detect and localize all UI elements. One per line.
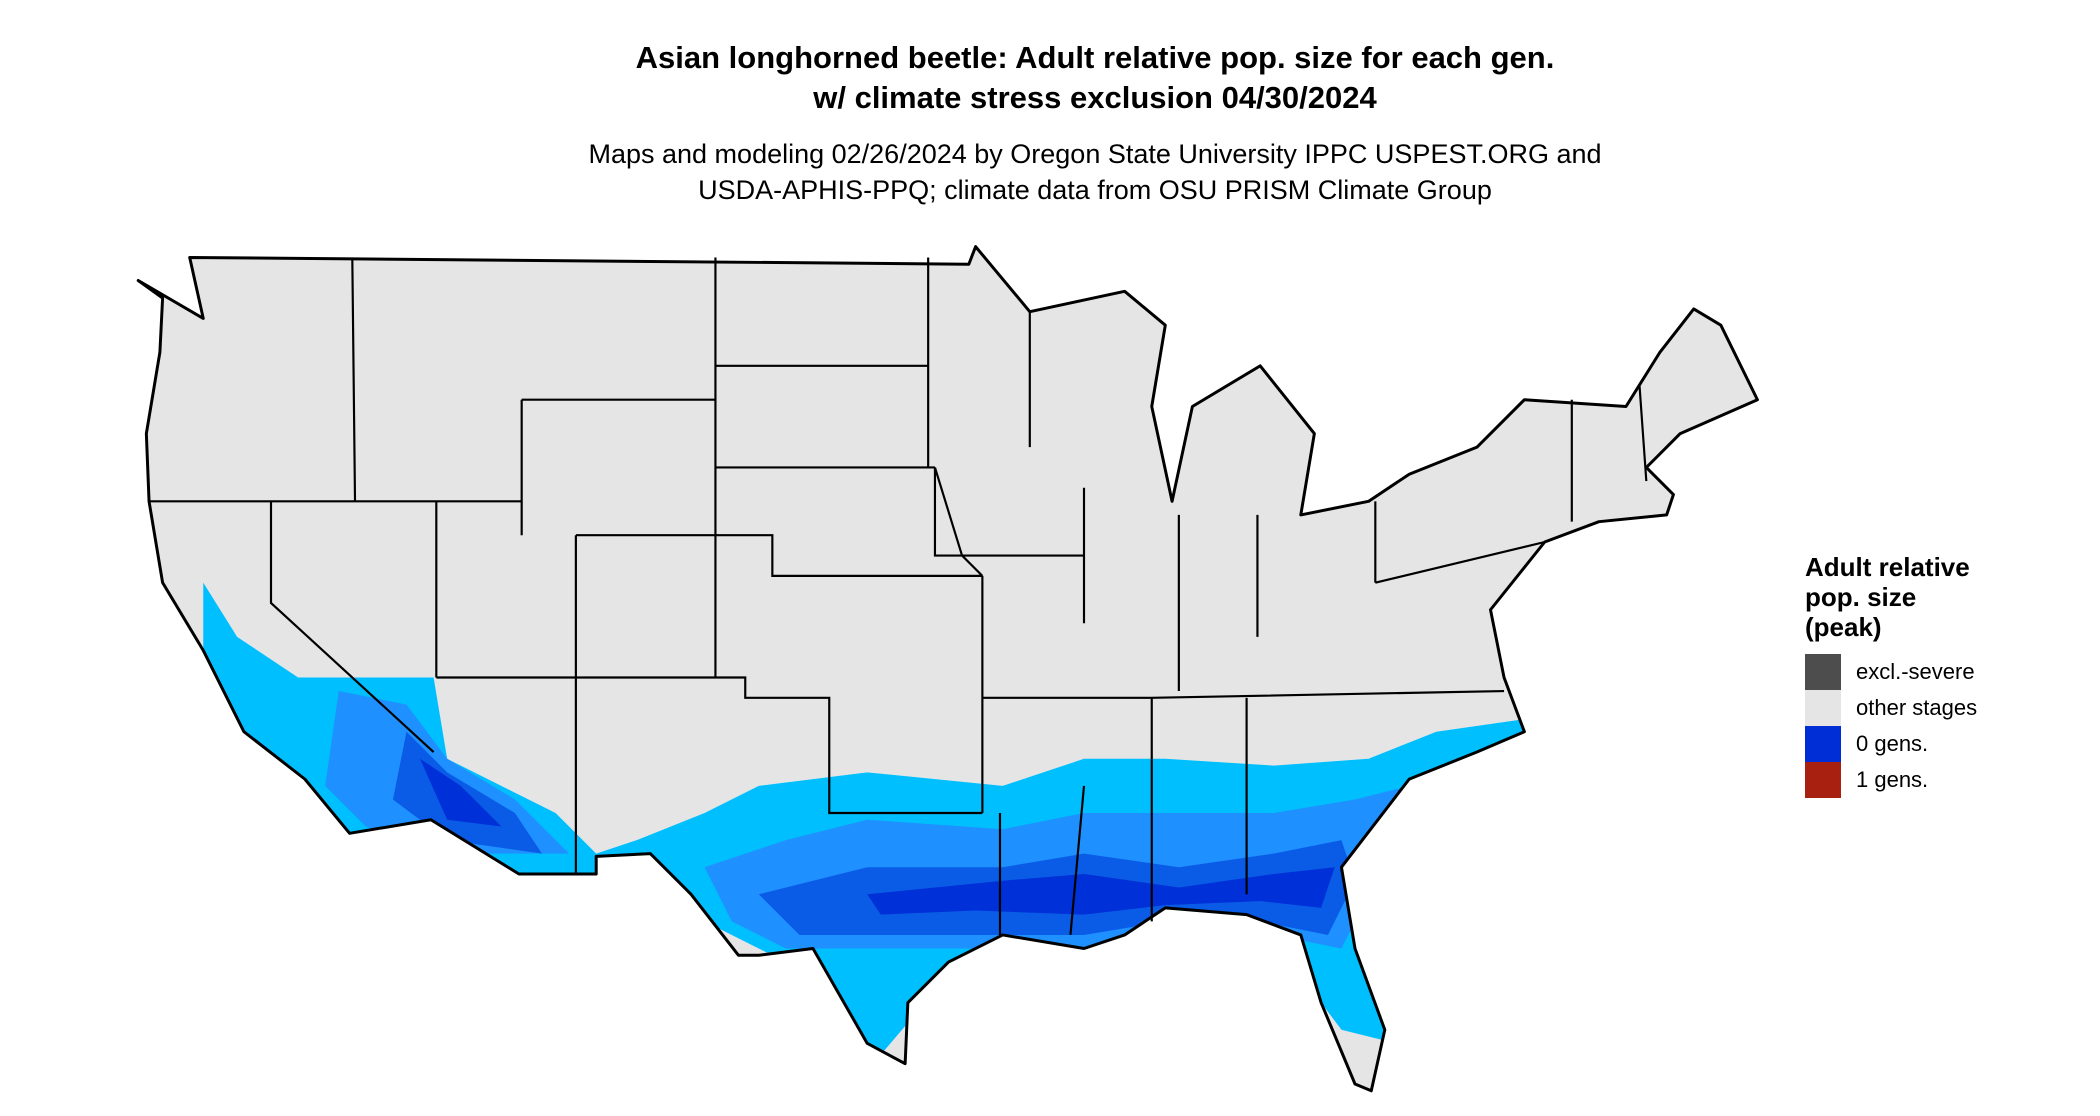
us-land xyxy=(138,246,1758,1091)
chart-title: Asian longhorned beetle: Adult relative … xyxy=(0,38,2100,118)
subtitle-line-2: USDA-APHIS-PPQ; climate data from OSU PR… xyxy=(698,175,1492,205)
subtitle-line-1: Maps and modeling 02/26/2024 by Oregon S… xyxy=(588,139,1602,169)
us-outline xyxy=(136,245,1759,1093)
legend-title: Adult relative pop. size (peak) xyxy=(1805,552,1977,642)
chart-subtitle: Maps and modeling 02/26/2024 by Oregon S… xyxy=(0,136,2100,208)
legend-item-excl-severe: excl.-severe xyxy=(1805,654,1977,690)
legend-item-1-gens: 1 gens. xyxy=(1805,762,1977,798)
legend-swatch xyxy=(1805,690,1841,726)
title-line-1: Asian longhorned beetle: Adult relative … xyxy=(635,40,1555,75)
shade-band-darkest xyxy=(420,758,1335,915)
legend-swatch xyxy=(1805,654,1841,690)
legend-label: other stages xyxy=(1856,695,1978,720)
legend-label: excl.-severe xyxy=(1856,659,1975,684)
state-borders xyxy=(149,257,1648,936)
title-line-2: w/ climate stress exclusion 04/30/2024 xyxy=(813,80,1377,115)
legend-item-other-stages: other stages xyxy=(1805,690,1977,726)
legend-item-0-gens: 0 gens. xyxy=(1805,726,1977,762)
legend-label: 0 gens. xyxy=(1856,731,1929,756)
legend-swatch xyxy=(1805,726,1841,762)
legend-title-line-1: Adult relative xyxy=(1805,552,1970,582)
legend: Adult relative pop. size (peak) excl.-se… xyxy=(1805,552,1977,798)
legend-swatch xyxy=(1805,762,1841,798)
legend-title-line-2: pop. size xyxy=(1805,582,1917,612)
legend-title-line-3: (peak) xyxy=(1805,612,1882,642)
legend-label: 1 gens. xyxy=(1856,767,1929,792)
